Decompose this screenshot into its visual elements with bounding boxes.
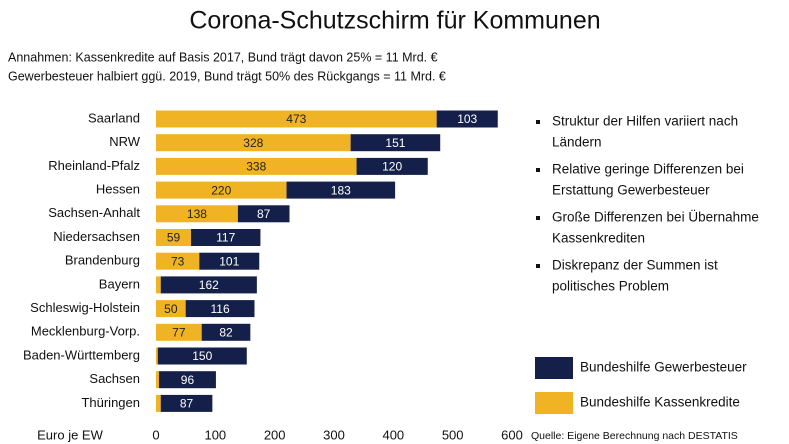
data-label: 59	[167, 231, 181, 245]
bar-segment	[237, 205, 290, 223]
data-label: 50	[164, 302, 178, 316]
bar-segment	[156, 205, 238, 223]
subtitle: Gewerbesteuer halbiert ggü. 2019, Bund t…	[8, 69, 446, 83]
bar-segment	[156, 394, 161, 412]
y-tick-label: Schleswig-Holstein	[30, 300, 140, 315]
legend-swatch	[535, 392, 573, 414]
y-tick-label: Saarland	[88, 110, 140, 125]
y-tick-label: Hessen	[96, 182, 140, 197]
data-label: 101	[219, 254, 239, 268]
x-tick-label: 600	[501, 427, 523, 442]
bar-segment	[160, 394, 213, 412]
bar-segment	[160, 276, 257, 294]
data-label: 138	[187, 207, 207, 221]
source: Quelle: Eigene Berechnung nach DESTATIS	[531, 430, 738, 442]
data-label: 220	[211, 183, 231, 197]
bullet-text: Relative geringe Differenzen bei	[552, 162, 744, 177]
bullet-marker	[536, 216, 540, 220]
y-tick-label: Bayern	[99, 276, 140, 291]
bar-segment	[436, 110, 498, 128]
bar-segment	[156, 252, 200, 270]
data-label: 73	[171, 254, 185, 268]
y-tick-label: Baden-Württemberg	[23, 347, 140, 362]
y-tick-label: Sachsen	[89, 371, 140, 386]
y-tick-label: Brandenburg	[65, 253, 140, 268]
bullet-text: Kassenkrediten	[552, 231, 645, 246]
bar-segment	[156, 347, 158, 365]
y-tick-label: Thüringen	[81, 395, 140, 410]
legend-swatch	[535, 357, 573, 379]
data-label: 87	[180, 397, 194, 411]
bar-segment	[156, 134, 351, 152]
y-tick-label: Sachsen-Anhalt	[48, 205, 140, 220]
bar-segment	[191, 229, 261, 246]
data-label: 103	[457, 112, 477, 126]
bar-segment	[286, 181, 396, 199]
legend-label: Bundeshilfe Gewerbesteuer	[580, 360, 747, 375]
bullet-marker	[536, 264, 540, 268]
y-tick-label: Rheinland-Pfalz	[48, 158, 140, 173]
data-label: 96	[181, 373, 195, 387]
bar-segment	[350, 134, 441, 152]
data-label: 77	[172, 325, 186, 339]
bar-segment	[156, 276, 161, 294]
x-axis-label: Euro je EW	[37, 427, 103, 442]
data-label: 162	[199, 278, 219, 292]
bar-segment	[185, 300, 255, 318]
data-label: 473	[286, 112, 306, 126]
bar-segment	[356, 157, 428, 175]
bar-segment	[199, 252, 260, 270]
y-tick-label: Mecklenburg-Vorp.	[31, 324, 140, 339]
bar-segment	[201, 323, 251, 341]
bar-segment	[156, 157, 357, 175]
bar-segment	[156, 371, 159, 389]
data-label: 87	[257, 207, 271, 221]
data-label: 120	[382, 160, 402, 174]
data-label: 116	[211, 302, 230, 316]
bullet-text: Ländern	[552, 135, 602, 150]
data-label: 117	[216, 231, 235, 245]
chart-title: Corona-Schutzschirm für Kommunen	[189, 7, 600, 35]
x-tick-label: 100	[204, 427, 226, 442]
y-tick-label: NRW	[109, 134, 141, 149]
data-label: 150	[192, 349, 212, 363]
bullet-text: Große Differenzen bei Übernahme	[552, 210, 759, 225]
x-tick-label: 400	[382, 427, 404, 442]
bar-segment	[156, 323, 202, 341]
bar-segment	[156, 300, 186, 318]
bullet-text: Struktur der Hilfen variiert nach	[552, 114, 738, 129]
bullet-text: politisches Problem	[552, 279, 669, 294]
subtitle: Annahmen: Kassenkredite auf Basis 2017, …	[8, 50, 438, 64]
x-tick-label: 0	[152, 427, 159, 442]
data-label: 82	[219, 325, 233, 339]
data-label: 328	[243, 136, 263, 150]
bar-segment	[156, 110, 437, 128]
bar-segment	[158, 371, 216, 389]
x-tick-label: 500	[442, 427, 464, 442]
bullet-marker	[536, 168, 540, 172]
bullet-marker	[536, 120, 540, 124]
bar-segment	[156, 181, 287, 199]
bullet-text: Erstattung Gewerbesteuer	[552, 183, 710, 198]
bar-segment	[156, 229, 192, 246]
data-label: 151	[385, 136, 405, 150]
x-tick-label: 300	[323, 427, 345, 442]
x-tick-label: 200	[264, 427, 286, 442]
legend-label: Bundeshilfe Kassenkredite	[580, 395, 740, 410]
bullet-text: Diskrepanz der Summen ist	[552, 258, 718, 273]
data-label: 338	[246, 160, 266, 174]
y-tick-label: Niedersachsen	[53, 229, 140, 244]
bar-segment	[157, 347, 247, 365]
data-label: 183	[331, 183, 351, 197]
